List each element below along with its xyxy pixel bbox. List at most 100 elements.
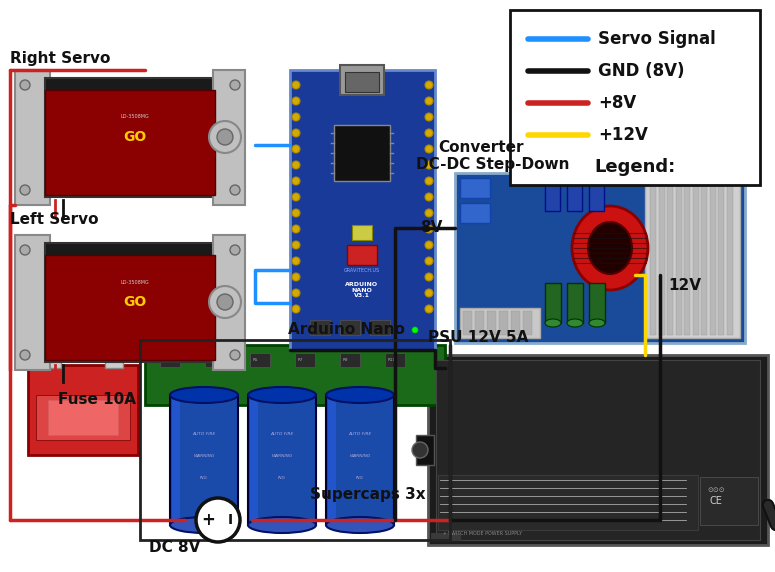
Bar: [36, 395, 130, 440]
Circle shape: [292, 129, 300, 137]
Bar: [709, 181, 715, 335]
Text: GRAVITECH.US: GRAVITECH.US: [344, 268, 380, 272]
Bar: [45, 78, 220, 197]
Bar: [28, 365, 138, 455]
Bar: [416, 435, 434, 465]
Circle shape: [425, 225, 433, 233]
Circle shape: [209, 121, 241, 153]
Circle shape: [425, 113, 433, 121]
Text: WARNING: WARNING: [350, 454, 370, 458]
Circle shape: [209, 286, 241, 318]
Bar: [328, 400, 336, 520]
Text: R9: R9: [343, 358, 349, 362]
Text: Right Servo: Right Servo: [10, 50, 110, 66]
Bar: [455, 173, 745, 343]
Circle shape: [425, 241, 433, 249]
Bar: [250, 353, 270, 367]
Text: Servo Signal: Servo Signal: [598, 30, 716, 48]
Text: WARNING: WARNING: [194, 454, 215, 458]
Text: ING: ING: [356, 476, 364, 480]
Ellipse shape: [588, 222, 632, 274]
Circle shape: [217, 129, 233, 145]
Text: ⊙⊙⊙: ⊙⊙⊙: [707, 487, 725, 493]
Bar: [659, 181, 664, 335]
Text: +12V: +12V: [598, 126, 648, 144]
Text: R3: R3: [208, 358, 213, 362]
Text: LD-3508MG: LD-3508MG: [121, 114, 150, 120]
Bar: [589, 181, 604, 211]
Bar: [326, 395, 394, 525]
Bar: [545, 283, 561, 323]
Circle shape: [230, 80, 240, 90]
Bar: [701, 181, 707, 335]
Circle shape: [292, 257, 300, 265]
Text: ⚡ SWITCH MODE POWER SUPPLY: ⚡ SWITCH MODE POWER SUPPLY: [443, 530, 522, 535]
Bar: [545, 181, 560, 211]
Bar: [436, 360, 760, 540]
Circle shape: [425, 273, 433, 281]
Circle shape: [425, 177, 433, 185]
Text: R5: R5: [253, 358, 259, 362]
Bar: [295, 353, 315, 367]
Circle shape: [425, 289, 433, 297]
Circle shape: [292, 209, 300, 217]
Ellipse shape: [545, 319, 561, 327]
Text: 8V: 8V: [420, 220, 443, 236]
Text: GO: GO: [123, 130, 146, 144]
Circle shape: [425, 193, 433, 201]
Text: ARDUINO
NANO
V3.1: ARDUINO NANO V3.1: [346, 281, 378, 299]
Text: R1: R1: [163, 358, 168, 362]
Bar: [45, 243, 220, 362]
Circle shape: [292, 145, 300, 153]
Bar: [340, 353, 360, 367]
Ellipse shape: [326, 387, 394, 403]
Bar: [487, 311, 496, 335]
Text: DC 8V: DC 8V: [150, 541, 201, 555]
Text: Supercaps 3x: Supercaps 3x: [310, 487, 425, 502]
Bar: [700, 477, 758, 525]
Ellipse shape: [170, 517, 238, 533]
Text: R7: R7: [298, 358, 304, 362]
Ellipse shape: [326, 517, 394, 533]
Bar: [43, 340, 61, 368]
Bar: [718, 181, 724, 335]
Bar: [667, 181, 673, 335]
Bar: [370, 320, 390, 335]
Text: CE: CE: [710, 496, 722, 506]
Bar: [170, 395, 238, 525]
Bar: [205, 353, 225, 367]
Circle shape: [292, 97, 300, 105]
Bar: [385, 353, 405, 367]
Bar: [160, 353, 180, 367]
Circle shape: [292, 225, 300, 233]
Bar: [340, 320, 360, 335]
Bar: [310, 320, 330, 335]
Bar: [499, 311, 508, 335]
Bar: [511, 311, 520, 335]
Bar: [290, 70, 435, 350]
Bar: [431, 533, 461, 541]
Text: AUTO FIRE: AUTO FIRE: [349, 432, 372, 436]
Bar: [523, 311, 532, 335]
Text: AUTO FIRE: AUTO FIRE: [192, 432, 215, 436]
Text: +8V: +8V: [598, 94, 636, 112]
Circle shape: [292, 113, 300, 121]
Bar: [213, 70, 245, 205]
Circle shape: [425, 161, 433, 169]
Bar: [172, 400, 180, 520]
Text: Fuse 10A: Fuse 10A: [58, 392, 136, 407]
Text: Left Servo: Left Servo: [10, 213, 98, 228]
Text: 12V: 12V: [668, 277, 701, 292]
Bar: [684, 181, 690, 335]
Text: +: +: [201, 511, 215, 529]
Bar: [650, 181, 656, 335]
Bar: [15, 235, 50, 370]
Bar: [248, 395, 316, 525]
Text: PSU 12V 5A: PSU 12V 5A: [428, 331, 529, 345]
Text: ING: ING: [200, 476, 208, 480]
Bar: [334, 125, 390, 181]
Bar: [345, 72, 379, 92]
Circle shape: [196, 498, 240, 542]
Circle shape: [412, 327, 418, 333]
Circle shape: [230, 350, 240, 360]
